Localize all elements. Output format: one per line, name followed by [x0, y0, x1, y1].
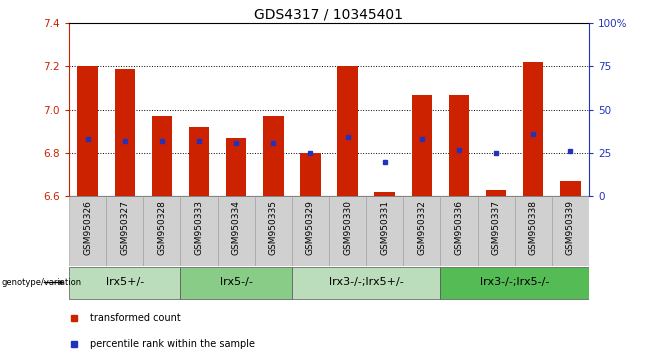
Bar	[486, 190, 506, 196]
Bar	[218, 196, 255, 266]
Bar	[78, 67, 98, 196]
Bar	[449, 95, 469, 196]
Text: GSM950331: GSM950331	[380, 200, 389, 255]
Text: lrx5+/-: lrx5+/-	[106, 278, 144, 287]
Bar	[69, 267, 180, 299]
Bar	[69, 196, 106, 266]
Text: GSM950338: GSM950338	[529, 200, 538, 255]
Bar	[478, 196, 515, 266]
Bar	[189, 127, 209, 196]
Text: percentile rank within the sample: percentile rank within the sample	[90, 339, 255, 349]
Bar	[114, 69, 135, 196]
Text: GSM950333: GSM950333	[195, 200, 203, 255]
Bar	[106, 196, 143, 266]
Bar	[300, 153, 320, 196]
Bar	[180, 196, 218, 266]
Text: GSM950326: GSM950326	[83, 200, 92, 255]
Bar	[180, 267, 292, 299]
Bar	[412, 95, 432, 196]
Text: genotype/variation: genotype/variation	[1, 278, 82, 287]
Bar	[560, 181, 580, 196]
Bar	[263, 116, 284, 196]
Bar	[366, 196, 403, 266]
Text: lrx5-/-: lrx5-/-	[220, 278, 253, 287]
Bar	[374, 192, 395, 196]
Bar	[152, 116, 172, 196]
Text: GSM950329: GSM950329	[306, 200, 315, 255]
Bar	[403, 196, 440, 266]
Text: GSM950334: GSM950334	[232, 200, 241, 255]
Bar	[440, 196, 478, 266]
Text: GSM950330: GSM950330	[343, 200, 352, 255]
Text: transformed count: transformed count	[90, 313, 181, 323]
Bar	[255, 196, 292, 266]
Bar	[292, 267, 440, 299]
Bar	[226, 138, 246, 196]
Bar	[143, 196, 180, 266]
Text: GSM950328: GSM950328	[157, 200, 166, 255]
Text: GSM950339: GSM950339	[566, 200, 575, 255]
Text: lrx3-/-;lrx5+/-: lrx3-/-;lrx5+/-	[329, 278, 403, 287]
Text: GSM950332: GSM950332	[417, 200, 426, 255]
Title: GDS4317 / 10345401: GDS4317 / 10345401	[255, 8, 403, 22]
Bar	[440, 267, 589, 299]
Bar	[552, 196, 589, 266]
Text: lrx3-/-;lrx5-/-: lrx3-/-;lrx5-/-	[480, 278, 549, 287]
Bar	[329, 196, 366, 266]
Text: GSM950337: GSM950337	[492, 200, 501, 255]
Text: GSM950336: GSM950336	[455, 200, 463, 255]
Bar	[523, 62, 544, 196]
Bar	[338, 67, 358, 196]
Bar	[515, 196, 552, 266]
Bar	[292, 196, 329, 266]
Text: GSM950327: GSM950327	[120, 200, 129, 255]
Text: GSM950335: GSM950335	[269, 200, 278, 255]
